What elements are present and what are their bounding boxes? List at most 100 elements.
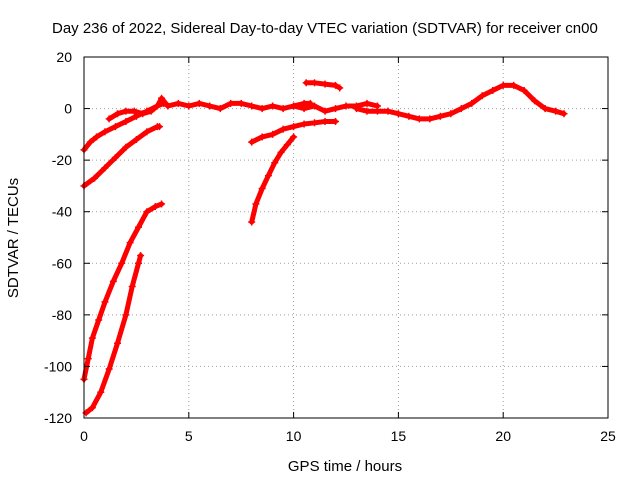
data-point — [86, 138, 94, 146]
data-point — [264, 172, 272, 180]
data-point — [332, 105, 340, 113]
data-point — [164, 102, 172, 110]
data-point — [510, 81, 518, 89]
data-point — [302, 79, 310, 87]
data-point — [248, 102, 256, 110]
y-tick-label: -80 — [52, 307, 72, 323]
data-point — [342, 102, 350, 110]
data-point — [216, 105, 224, 113]
data-point — [352, 105, 360, 113]
data-point — [90, 174, 98, 182]
data-point — [279, 105, 287, 113]
data-point — [541, 105, 549, 113]
data-point — [114, 110, 122, 118]
data-point — [134, 223, 142, 231]
y-tick-label: 0 — [64, 101, 72, 117]
data-point — [195, 99, 203, 107]
data-point — [109, 277, 117, 285]
data-point — [111, 154, 119, 162]
y-axis-tick-labels: -120 -100 -80 -60 -40 -20 0 20 — [44, 49, 72, 426]
data-point — [105, 115, 113, 123]
x-tick-label: 15 — [391, 428, 407, 444]
data-point — [174, 99, 182, 107]
y-tick-label: -40 — [52, 204, 72, 220]
data-point — [306, 99, 314, 107]
data-point — [122, 311, 130, 319]
y-tick-label: -100 — [44, 358, 72, 374]
data-point — [332, 81, 340, 89]
data-point — [153, 102, 161, 110]
data-series — [80, 79, 568, 417]
data-point — [363, 107, 371, 115]
data-point — [436, 112, 444, 120]
y-axis-title: SDTVAR / TECUs — [5, 178, 22, 298]
data-point — [130, 107, 138, 115]
data-point — [560, 110, 568, 118]
data-point — [311, 79, 319, 87]
data-point — [248, 218, 256, 226]
data-point — [332, 117, 340, 125]
data-point — [499, 81, 507, 89]
data-point — [311, 102, 319, 110]
data-point — [122, 117, 130, 125]
y-tick-label: 20 — [56, 49, 72, 65]
data-point — [290, 102, 298, 110]
data-point — [185, 102, 193, 110]
x-tick-label: 0 — [80, 428, 88, 444]
data-point — [122, 107, 130, 115]
data-point — [158, 200, 166, 208]
data-point — [290, 123, 298, 131]
data-point — [105, 365, 113, 373]
data-point — [478, 92, 486, 100]
series-line-s9 — [249, 134, 297, 225]
data-point — [457, 105, 465, 113]
data-point — [143, 128, 151, 136]
data-point — [311, 119, 319, 127]
plot-frame — [83, 56, 609, 419]
data-point — [384, 107, 392, 115]
data-point — [321, 107, 329, 115]
data-point — [84, 355, 92, 363]
data-point — [520, 87, 528, 95]
y-tick-label: -20 — [52, 152, 72, 168]
series-line-s3 — [81, 201, 165, 382]
data-point — [111, 123, 119, 131]
data-point — [258, 133, 266, 141]
data-point — [271, 159, 279, 167]
data-point — [118, 259, 126, 267]
x-tick-label: 10 — [286, 428, 302, 444]
data-point — [132, 136, 140, 144]
data-point — [300, 99, 308, 107]
data-point — [258, 185, 266, 193]
data-point — [128, 282, 136, 290]
y-tick-label: -120 — [44, 410, 72, 426]
data-point — [531, 97, 539, 105]
x-tick-label: 25 — [600, 428, 616, 444]
data-point — [227, 99, 235, 107]
data-point — [88, 334, 96, 342]
data-point — [101, 298, 109, 306]
data-point — [373, 107, 381, 115]
x-axis-title: GPS time / hours — [288, 458, 402, 475]
data-point — [321, 117, 329, 125]
data-point — [155, 123, 163, 131]
data-point — [139, 110, 147, 118]
data-point — [405, 112, 413, 120]
grid-lines — [84, 57, 608, 418]
data-point — [158, 94, 166, 102]
data-point — [134, 259, 142, 267]
data-point — [336, 84, 344, 92]
data-point — [468, 99, 476, 107]
data-point — [279, 125, 287, 133]
data-point — [447, 110, 455, 118]
data-point — [248, 138, 256, 146]
data-point — [126, 239, 134, 247]
x-tick-label: 5 — [185, 428, 193, 444]
data-point — [93, 133, 101, 141]
data-point — [137, 252, 145, 260]
data-point — [206, 102, 214, 110]
data-point — [489, 87, 497, 95]
data-point — [269, 130, 277, 138]
data-point — [258, 105, 266, 113]
